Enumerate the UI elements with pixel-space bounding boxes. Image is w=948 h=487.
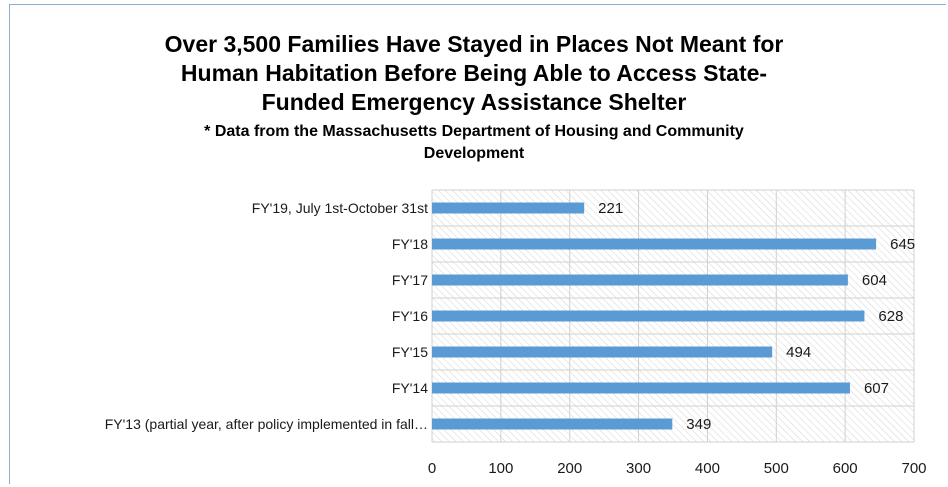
category-label: FY'15	[392, 344, 428, 360]
chart-subtitle: * Data from the Massachusetts Department…	[0, 121, 948, 165]
bar	[432, 310, 865, 322]
x-tick-label: 400	[695, 460, 720, 477]
chart-title-line-2: Human Habitation Before Being Able to Ac…	[180, 60, 768, 86]
bar	[432, 238, 877, 250]
x-tick-label: 500	[764, 460, 789, 477]
data-label: 628	[878, 308, 903, 325]
data-label: 221	[598, 200, 623, 217]
x-tick-labels: 0 100 200 300 400 500 600 700	[428, 460, 927, 477]
category-labels: FY'19, July 1st-October 31st FY'18 FY'17 FY…	[105, 200, 428, 432]
bar	[432, 346, 773, 358]
data-label: 604	[862, 272, 887, 289]
category-label: FY'17	[392, 272, 428, 288]
x-tick-label: 700	[901, 460, 926, 477]
chart-subtitle-line-2: Development	[423, 145, 525, 162]
category-label: FY'16	[392, 308, 428, 324]
category-label: FY'19, July 1st-October 31st	[252, 200, 428, 216]
x-tick-label: 600	[833, 460, 858, 477]
bar	[432, 418, 673, 430]
bars	[432, 202, 877, 430]
data-label: 645	[890, 236, 915, 253]
bar	[432, 274, 848, 286]
x-tick-label: 200	[557, 460, 582, 477]
category-label: FY'18	[392, 236, 428, 252]
chart-title-line-3: Funded Emergency Assistance Shelter	[261, 89, 687, 115]
x-tick-label: 100	[488, 460, 513, 477]
data-label: 607	[864, 380, 889, 397]
x-tick-label: 0	[428, 460, 436, 477]
category-label: FY'14	[392, 380, 428, 396]
chart-subtitle-line-1: * Data from the Massachusetts Department…	[204, 123, 744, 140]
chart-title: Over 3,500 Families Have Stayed in Place…	[0, 30, 948, 117]
data-label: 494	[786, 344, 811, 361]
bar	[432, 202, 585, 214]
chart-frame	[9, 4, 946, 484]
data-labels: 221 645 604 628 494 607 349	[598, 200, 915, 433]
bar	[432, 382, 850, 394]
x-tick-label: 300	[626, 460, 651, 477]
category-label: FY'13 (partial year, after policy implem…	[105, 416, 428, 432]
data-label: 349	[686, 416, 711, 433]
chart-title-line-1: Over 3,500 Families Have Stayed in Place…	[164, 31, 784, 57]
